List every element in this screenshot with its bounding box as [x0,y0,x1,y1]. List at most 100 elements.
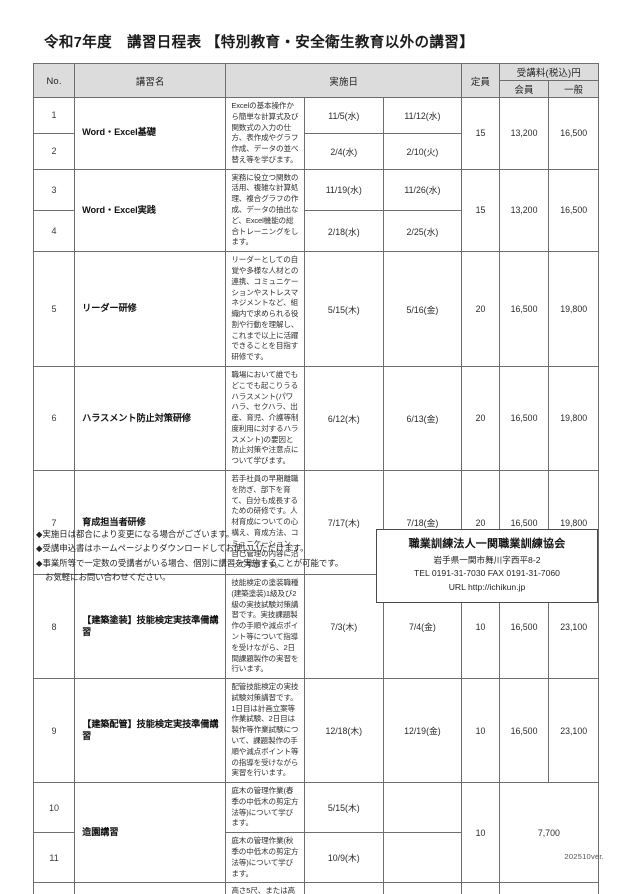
cell-course-name: Word・Excel実践 [74,168,227,253]
cell-date-2 [382,782,463,834]
footnote-item: ◆受講申込書はホームページよりダウンロードしてお使いいただけます。 [36,543,309,554]
version-label: 202510ver. [564,852,604,861]
cell-date-2: 5/16(金) [382,251,463,367]
cell-course-name: 【建築塗装】技能検定実技準備講習 [74,574,227,680]
cell-description: Excelの基本操作から簡単な計算式及び関数式の入力の仕方、表作成やグラフ作成、… [225,97,305,170]
cell-date-1: 5/15(木) [303,251,384,367]
table-row: 12 門松講習 高さ5尺、または高さ3尺の本格的な門松を制作します。 12/22… [32,882,600,894]
cell-date-2: 2/10(火) [382,132,463,170]
header-course-name: 講習名 [74,63,227,98]
cell-date-1: 6/12(木) [303,365,384,472]
cell-fee-member: 16,500 [498,365,550,472]
cell-description: 庭木の管理作業(秋季の中低木の剪定方法等)について学びます。 [225,832,305,884]
cell-course-name: 門松講習 [74,882,227,894]
cell-course-name: 造園講習 [74,782,227,884]
cell-date-2: 11/26(水) [382,168,463,211]
cell-no: 1 [32,97,76,134]
cell-no: 2 [32,132,76,170]
cell-date-1: 2/4(水) [303,132,384,170]
cell-no: 4 [32,209,76,253]
header-capacity: 定員 [461,63,500,98]
cell-description: 配管技能検定の実技試験対策講習です。1日目は計画立案等作業試験、2日目は製作等作… [225,678,305,784]
course-schedule-table: No. 講習名 実施日 定員 受講料(税込)円 会員 一般 1 Word・Exc… [32,63,600,894]
organization-address: 岩手県一関市舞川字西平8-2 [433,554,541,565]
cell-description: 高さ5尺、または高さ3尺の本格的な門松を制作します。 [225,882,305,894]
header-fee-group: 受講料(税込)円 [498,63,600,81]
table-row: 1 Word・Excel基礎 Excelの基本操作から簡単な計算式及び関数式の入… [32,97,599,170]
table-row: 4 2/18(水) 2/25(水) [32,209,599,253]
cell-description: リーダーとしての自覚や多様な人材との連携、コミュニケーションやストレスマネジメン… [225,251,305,367]
table-header-row-1: No. 講習名 実施日 定員 受講料(税込)円 [32,63,600,98]
cell-course-name: Word・Excel基礎 [74,97,227,170]
cell-date-1: 12/22(月) [303,882,384,894]
cell-description: 若手社員の早期離職を防ぎ、部下を育て、自分も成長するための研修です。人材育成につ… [225,469,305,576]
cell-description: 職場において誰でもどこでも起こりうるハラスメント(パワハラ、セクハラ、出産、育児… [225,365,305,472]
cell-capacity: 10 [461,782,500,884]
cell-no: 5 [32,251,76,367]
table-header: No. 講習名 実施日 定員 受講料(税込)円 会員 一般 [32,63,600,98]
cell-fee-combined: 7,700〜11,000 [498,882,600,894]
table-row: 7 育成担当者研修 若手社員の早期離職を防ぎ、部下を育て、自分も成長するための研… [32,469,599,576]
cell-date-1: 5/15(木) [303,782,384,834]
cell-date-2: 11/12(水) [382,97,463,134]
header-fee-general: 一般 [548,80,599,98]
footnote-item: ◆事業所等で一定数の受講者がいる場合、個別に講習を実施することが可能です。 [36,557,344,568]
cell-no: 12 [32,882,76,894]
cell-course-name: 【建築配管】技能検定実技準備講習 [74,678,227,784]
cell-fee-general: 23,100 [548,678,599,784]
cell-fee-general: 19,800 [548,251,599,367]
cell-course-name: リーダー研修 [74,251,227,367]
cell-description: 技能検定の塗装職種(建築塗装)1級及び2級の実技試験対策講習です。実技課題製作の… [225,574,305,680]
cell-date-1: 10/9(木) [303,832,384,884]
cell-fee-combined: 7,700 [498,782,600,884]
header-no: No. [32,63,76,98]
cell-capacity: 10 [461,882,500,894]
cell-no: 11 [32,832,76,884]
cell-description: 庭木の管理作業(春季の中低木の剪定方法等)について学びます。 [225,782,305,834]
cell-no: 8 [32,574,76,680]
header-implementation-date: 実施日 [225,63,463,98]
footnote-item: ◆実施日は都合により変更になる場合がございます。 [36,529,235,539]
cell-date-1: 7/3(木) [303,574,384,680]
table-row: 9 【建築配管】技能検定実技準備講習 配管技能検定の実技試験対策講習です。1日目… [32,678,599,784]
table-row: 2 2/4(水) 2/10(火) [32,132,599,170]
header-fee-member: 会員 [498,80,550,98]
cell-date-2: 12/23(火) [382,882,463,894]
table-row: 6 ハラスメント防止対策研修 職場において誰でもどこでも起こりうるハラスメント(… [32,365,599,472]
organization-url: URL http://ichikun.jp [448,582,526,592]
cell-no: 9 [32,678,76,784]
cell-fee-member: 16,500 [498,251,550,367]
cell-date-1: 11/5(水) [303,97,384,134]
cell-fee-general: 16,500 [548,97,599,170]
cell-no: 10 [32,782,76,834]
page-title: 令和7年度 講習日程表 【特別教育・安全衛生教育以外の講習】 [44,35,475,51]
cell-fee-member: 13,200 [498,97,550,170]
cell-date-2: 12/19(金) [382,678,463,784]
cell-course-name: 育成担当者研修 [74,469,227,576]
cell-description: 実務に役立つ関数の活用、複雑な計算処理、複合グラフの作成、データの抽出など、Ex… [225,168,305,253]
contact-info-box: 職業訓練法人一関職業訓練協会 岩手県一関市舞川字西平8-2 TEL 0191-3… [376,529,598,603]
cell-no: 6 [32,365,76,472]
cell-fee-member: 16,500 [498,678,550,784]
footnotes: ◆実施日は都合により変更になる場合がございます。 ◆受講申込書はホームページより… [36,527,366,585]
cell-date-1: 11/19(水) [303,168,384,211]
cell-date-2: 6/13(金) [382,365,463,472]
cell-capacity: 15 [461,168,500,253]
cell-no: 3 [32,168,76,211]
cell-capacity: 15 [461,97,500,170]
table-header-row-2: 会員 一般 [34,80,599,98]
cell-capacity: 10 [461,678,500,784]
table-body: 1 Word・Excel基礎 Excelの基本操作から簡単な計算式及び関数式の入… [32,97,600,894]
cell-fee-member: 13,200 [498,168,550,253]
table-row: 3 Word・Excel実践 実務に役立つ関数の活用、複雑な計算処理、複合グラフ… [32,168,599,253]
table-row: 10 造園講習 庭木の管理作業(春季の中低木の剪定方法等)について学びます。 5… [32,782,600,884]
cell-fee-general: 19,800 [548,365,599,472]
cell-fee-general: 16,500 [548,168,599,253]
table-row: 5 リーダー研修 リーダーとしての自覚や多様な人材との連携、コミュニケーションや… [32,251,599,367]
cell-capacity: 20 [461,365,500,472]
cell-course-name: ハラスメント防止対策研修 [74,365,227,472]
cell-capacity: 20 [461,251,500,367]
cell-date-1: 2/18(水) [303,209,384,253]
cell-date-1: 12/18(木) [303,678,384,784]
